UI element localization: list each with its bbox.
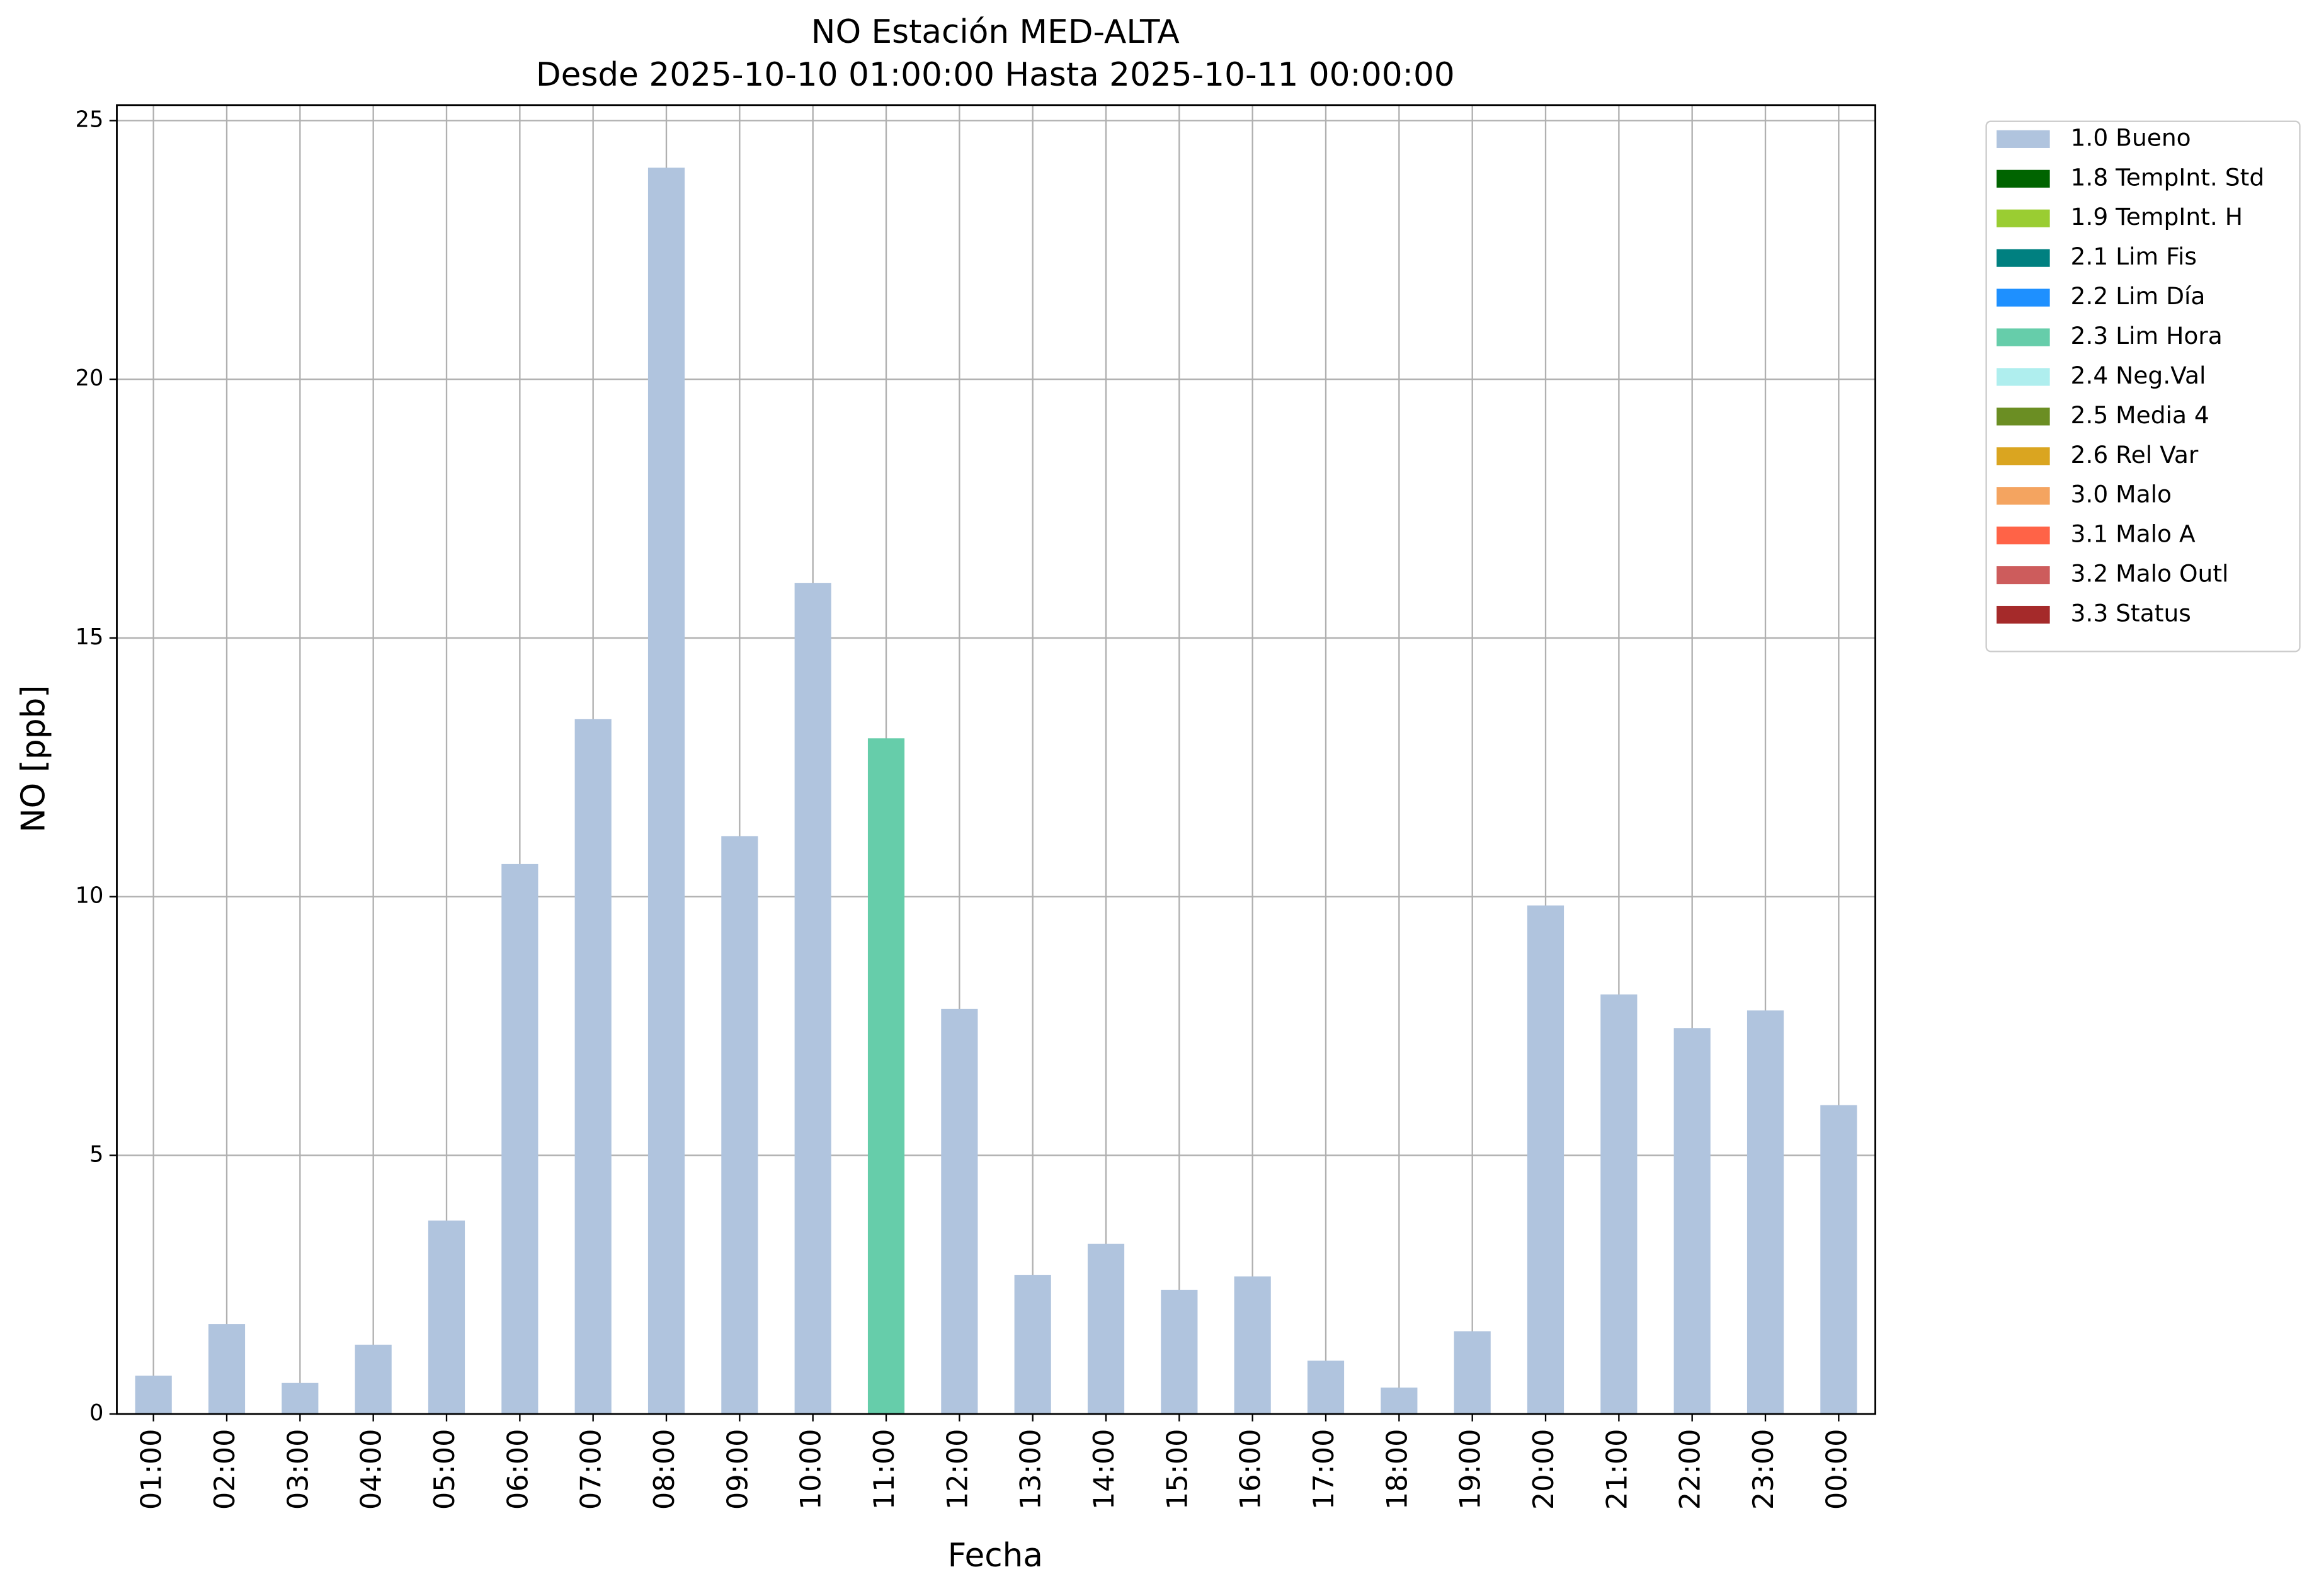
plot-frame xyxy=(116,104,1876,1415)
legend-swatch xyxy=(1997,527,2050,545)
bar xyxy=(1673,1028,1711,1415)
x-tick-label: 12:00 xyxy=(941,1429,974,1510)
bar xyxy=(208,1324,246,1415)
bar xyxy=(721,836,758,1415)
legend-label: 2.5 Media 4 xyxy=(2071,401,2209,429)
bar xyxy=(1161,1289,1198,1415)
x-tick-label: 10:00 xyxy=(795,1429,828,1510)
legend-label: 1.9 TempInt. H xyxy=(2071,203,2243,231)
legend-swatch xyxy=(1997,288,2050,307)
bar xyxy=(1454,1331,1491,1415)
x-tick-label: 04:00 xyxy=(355,1429,388,1510)
legend-box xyxy=(1985,120,2301,653)
x-tick-label: 21:00 xyxy=(1600,1429,1633,1510)
y-axis-label: NO [ppb] xyxy=(14,685,52,833)
y-tick-label: 25 xyxy=(76,107,104,133)
x-tick-label: 08:00 xyxy=(648,1429,681,1510)
bar xyxy=(282,1382,319,1415)
bar xyxy=(867,738,905,1415)
y-tick-label: 10 xyxy=(76,883,104,909)
x-tick-label: 15:00 xyxy=(1161,1429,1194,1510)
x-tick-label: 22:00 xyxy=(1674,1429,1707,1510)
x-tick-label: 17:00 xyxy=(1308,1429,1340,1510)
legend-swatch xyxy=(1997,169,2050,188)
legend-label: 3.0 Malo xyxy=(2071,481,2172,508)
y-tick-label: 15 xyxy=(76,624,104,650)
x-tick-label: 23:00 xyxy=(1747,1429,1780,1510)
x-tick-label: 13:00 xyxy=(1015,1429,1047,1510)
bar xyxy=(135,1376,172,1415)
legend-label: 3.3 Status xyxy=(2071,600,2191,627)
bar xyxy=(1307,1360,1345,1415)
bar xyxy=(574,719,612,1415)
legend-label: 3.2 Malo Outl xyxy=(2071,560,2229,588)
legend-label: 3.1 Malo A xyxy=(2071,520,2196,548)
bar xyxy=(1746,1010,1784,1415)
legend-swatch xyxy=(1997,368,2050,386)
legend-swatch xyxy=(1997,487,2050,505)
bar xyxy=(1087,1243,1125,1415)
y-tick-label: 5 xyxy=(89,1141,103,1167)
legend-swatch xyxy=(1997,249,2050,267)
bar xyxy=(794,583,831,1415)
x-tick-label: 00:00 xyxy=(1820,1429,1853,1510)
chart-subtitle: Desde 2025-10-10 01:00:00 Hasta 2025-10-… xyxy=(536,56,1455,94)
legend-label: 2.6 Rel Var xyxy=(2071,441,2199,469)
bar xyxy=(1600,994,1638,1415)
x-tick-label: 16:00 xyxy=(1234,1429,1267,1510)
x-tick-label: 18:00 xyxy=(1381,1429,1413,1510)
x-tick-label: 01:00 xyxy=(135,1429,168,1510)
x-tick-label: 05:00 xyxy=(428,1429,461,1510)
x-tick-label: 02:00 xyxy=(208,1429,241,1510)
x-axis-label: Fecha xyxy=(948,1537,1043,1575)
legend-label: 2.3 Lim Hora xyxy=(2071,322,2223,350)
legend-label: 2.4 Neg.Val xyxy=(2071,362,2206,389)
chart-title: NO Estación MED-ALTA xyxy=(811,13,1180,51)
legend-label: 1.8 TempInt. Std xyxy=(2071,163,2265,191)
legend-swatch xyxy=(1997,209,2050,227)
bar xyxy=(647,168,685,1415)
x-tick-label: 06:00 xyxy=(501,1429,534,1510)
bar xyxy=(1014,1275,1051,1415)
bar xyxy=(428,1220,465,1415)
legend-swatch xyxy=(1997,130,2050,148)
legend-swatch xyxy=(1997,408,2050,426)
x-tick-label: 19:00 xyxy=(1454,1429,1487,1510)
legend-swatch xyxy=(1997,447,2050,465)
legend-swatch xyxy=(1997,605,2050,624)
bar xyxy=(1820,1105,1857,1415)
x-tick-label: 14:00 xyxy=(1088,1429,1120,1510)
y-tick-label: 0 xyxy=(89,1400,103,1426)
y-tick-label: 20 xyxy=(76,365,104,391)
legend-label: 2.2 Lim Día xyxy=(2071,282,2206,310)
x-tick-label: 11:00 xyxy=(868,1429,901,1510)
legend-label: 2.1 Lim Fis xyxy=(2071,242,2197,270)
x-tick-label: 07:00 xyxy=(575,1429,608,1510)
legend-swatch xyxy=(1997,328,2050,346)
bar xyxy=(501,864,538,1415)
bar xyxy=(941,1008,978,1415)
x-tick-label: 03:00 xyxy=(282,1429,314,1510)
bar xyxy=(1234,1276,1271,1415)
x-tick-label: 09:00 xyxy=(721,1429,754,1510)
bar xyxy=(1527,905,1564,1415)
bar xyxy=(355,1344,392,1415)
legend-swatch xyxy=(1997,566,2050,584)
legend-label: 1.0 Bueno xyxy=(2071,123,2191,151)
bar xyxy=(1381,1388,1418,1415)
x-tick-label: 20:00 xyxy=(1527,1429,1560,1510)
